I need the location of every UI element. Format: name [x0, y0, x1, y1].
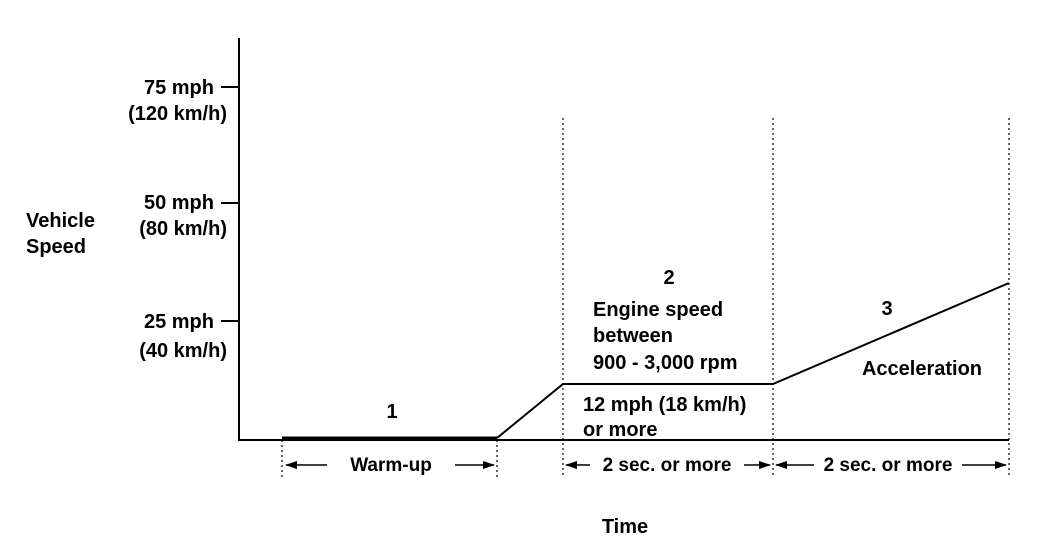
- phase1-number: 1: [386, 401, 397, 423]
- phase2-number: 2: [663, 267, 674, 289]
- phase2-desc-line1: Engine speed: [593, 299, 723, 321]
- y-axis-title-line2: Speed: [26, 236, 86, 258]
- speed-profile-line: [496, 282, 1010, 439]
- y-tick-label-75-mph: 75 mph: [144, 77, 214, 99]
- x-axis-title: Time: [602, 516, 648, 538]
- phase3-span-label: 2 sec. or more: [824, 455, 953, 476]
- phase2-desc-line2: between: [593, 325, 673, 347]
- phase3-label: Acceleration: [862, 358, 982, 380]
- y-tick-label-75-kmh: (120 km/h): [128, 103, 227, 125]
- warmup-span-label: Warm-up: [350, 455, 432, 476]
- y-tick-label-50-kmh: (80 km/h): [139, 218, 227, 240]
- phase2-span-label: 2 sec. or more: [603, 455, 732, 476]
- y-tick-label-25-kmh: (40 km/h): [139, 340, 227, 362]
- phase2-speed-line1: 12 mph (18 km/h): [583, 394, 746, 416]
- y-axis-title-line1: Vehicle: [26, 210, 95, 232]
- phase3-number: 3: [881, 298, 892, 320]
- phase2-desc-line3: 900 - 3,000 rpm: [593, 352, 738, 374]
- y-tick-label-25-mph: 25 mph: [144, 311, 214, 333]
- y-tick-label-50-mph: 50 mph: [144, 192, 214, 214]
- phase2-speed-line2: or more: [583, 419, 657, 441]
